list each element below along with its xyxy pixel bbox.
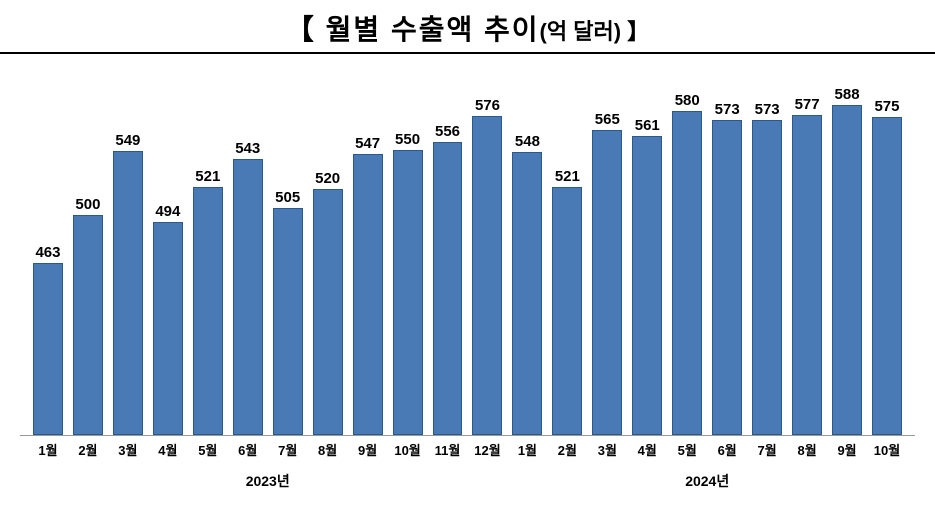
bar-value-label: 561 <box>635 117 660 134</box>
bar-wrapper: 588 <box>827 86 867 435</box>
bar-value-label: 549 <box>115 132 140 149</box>
x-axis-month-label: 6월 <box>707 440 747 459</box>
chart-title-container: 【 월별 수출액 추이(억 달러) 】 <box>0 0 935 54</box>
bar <box>672 111 702 435</box>
x-axis-month-label: 3월 <box>108 440 148 459</box>
bar-wrapper: 463 <box>28 86 68 435</box>
bar <box>592 130 622 435</box>
bar-value-label: 573 <box>755 101 780 118</box>
bar-value-label: 505 <box>275 189 300 206</box>
x-axis-month-label: 2월 <box>68 440 108 459</box>
year-label: 2023년 <box>28 471 507 491</box>
bar <box>433 142 463 435</box>
bar-wrapper: 500 <box>68 86 108 435</box>
bar-value-label: 588 <box>835 86 860 103</box>
x-axis-month-label: 2월 <box>547 440 587 459</box>
bar-wrapper: 547 <box>348 86 388 435</box>
bar <box>552 187 582 435</box>
bar <box>153 222 183 435</box>
bar-value-label: 565 <box>595 111 620 128</box>
bar-wrapper: 494 <box>148 86 188 435</box>
x-axis-month-label: 1월 <box>28 440 68 459</box>
x-axis-month-label: 9월 <box>827 440 867 459</box>
bar <box>33 263 63 435</box>
bar-value-label: 521 <box>555 168 580 185</box>
bar-value-label: 548 <box>515 133 540 150</box>
bar-wrapper: 521 <box>188 86 228 435</box>
x-axis-month-label: 7월 <box>747 440 787 459</box>
chart-area: 463 500 549 494 521 543 505 520 547 550 556 576 548 5… <box>0 56 935 446</box>
x-axis-month-label: 12월 <box>467 440 507 459</box>
bar <box>752 120 782 435</box>
bar-wrapper: 549 <box>108 86 148 435</box>
bar <box>73 215 103 435</box>
x-axis-month-label: 9월 <box>348 440 388 459</box>
bar-value-label: 543 <box>235 140 260 157</box>
bar-wrapper: 550 <box>388 86 428 435</box>
bar-value-label: 521 <box>195 168 220 185</box>
bar-value-label: 577 <box>795 96 820 113</box>
bar-wrapper: 577 <box>787 86 827 435</box>
bar-value-label: 575 <box>874 98 899 115</box>
bar-wrapper: 548 <box>507 86 547 435</box>
x-axis-month-label: 10월 <box>867 440 907 459</box>
chart-title-main: 【 월별 수출액 추이 <box>286 14 540 45</box>
x-axis-month-label: 4월 <box>627 440 667 459</box>
bars-container: 463 500 549 494 521 543 505 520 547 550 556 576 548 5… <box>20 86 915 436</box>
bar-wrapper: 561 <box>627 86 667 435</box>
x-axis-month-label: 8월 <box>308 440 348 459</box>
bar-value-label: 576 <box>475 97 500 114</box>
bar <box>472 116 502 435</box>
bar-wrapper: 573 <box>747 86 787 435</box>
bar-wrapper: 543 <box>228 86 268 435</box>
bar <box>512 152 542 435</box>
x-axis-month-label: 11월 <box>428 440 468 459</box>
year-label: 2024년 <box>507 471 907 491</box>
bar <box>313 189 343 435</box>
year-labels: 2023년2024년 <box>20 459 915 491</box>
bar-value-label: 547 <box>355 135 380 152</box>
bar-value-label: 500 <box>75 196 100 213</box>
bar <box>832 105 862 435</box>
bar-value-label: 556 <box>435 123 460 140</box>
bar-value-label: 580 <box>675 92 700 109</box>
x-axis-month-label: 5월 <box>667 440 707 459</box>
bar-wrapper: 521 <box>547 86 587 435</box>
bar <box>193 187 223 435</box>
x-axis-month-label: 6월 <box>228 440 268 459</box>
bar <box>792 115 822 435</box>
x-axis-month-label: 7월 <box>268 440 308 459</box>
bar <box>273 208 303 435</box>
bar-value-label: 573 <box>715 101 740 118</box>
x-axis-month-label: 3월 <box>587 440 627 459</box>
bar <box>712 120 742 435</box>
bar-value-label: 494 <box>155 203 180 220</box>
bar-wrapper: 565 <box>587 86 627 435</box>
bar <box>632 136 662 435</box>
bar-wrapper: 580 <box>667 86 707 435</box>
bar <box>872 117 902 435</box>
bar-value-label: 463 <box>35 244 60 261</box>
x-axis-month-label: 1월 <box>507 440 547 459</box>
bar-value-label: 550 <box>395 131 420 148</box>
bar <box>113 151 143 435</box>
bar <box>393 150 423 435</box>
bar-wrapper: 520 <box>308 86 348 435</box>
chart-title-sub: (억 달러) 】 <box>540 19 650 44</box>
bar-wrapper: 573 <box>707 86 747 435</box>
x-axis-labels: 1월2월3월4월5월6월7월8월9월10월11월12월1월2월3월4월5월6월7… <box>20 436 915 459</box>
x-axis-month-label: 8월 <box>787 440 827 459</box>
bar-wrapper: 575 <box>867 86 907 435</box>
bar-value-label: 520 <box>315 170 340 187</box>
x-axis-month-label: 4월 <box>148 440 188 459</box>
x-axis-month-label: 10월 <box>388 440 428 459</box>
bar <box>353 154 383 435</box>
bar-wrapper: 505 <box>268 86 308 435</box>
bar-wrapper: 556 <box>428 86 468 435</box>
bar <box>233 159 263 435</box>
bar-wrapper: 576 <box>467 86 507 435</box>
x-axis-month-label: 5월 <box>188 440 228 459</box>
